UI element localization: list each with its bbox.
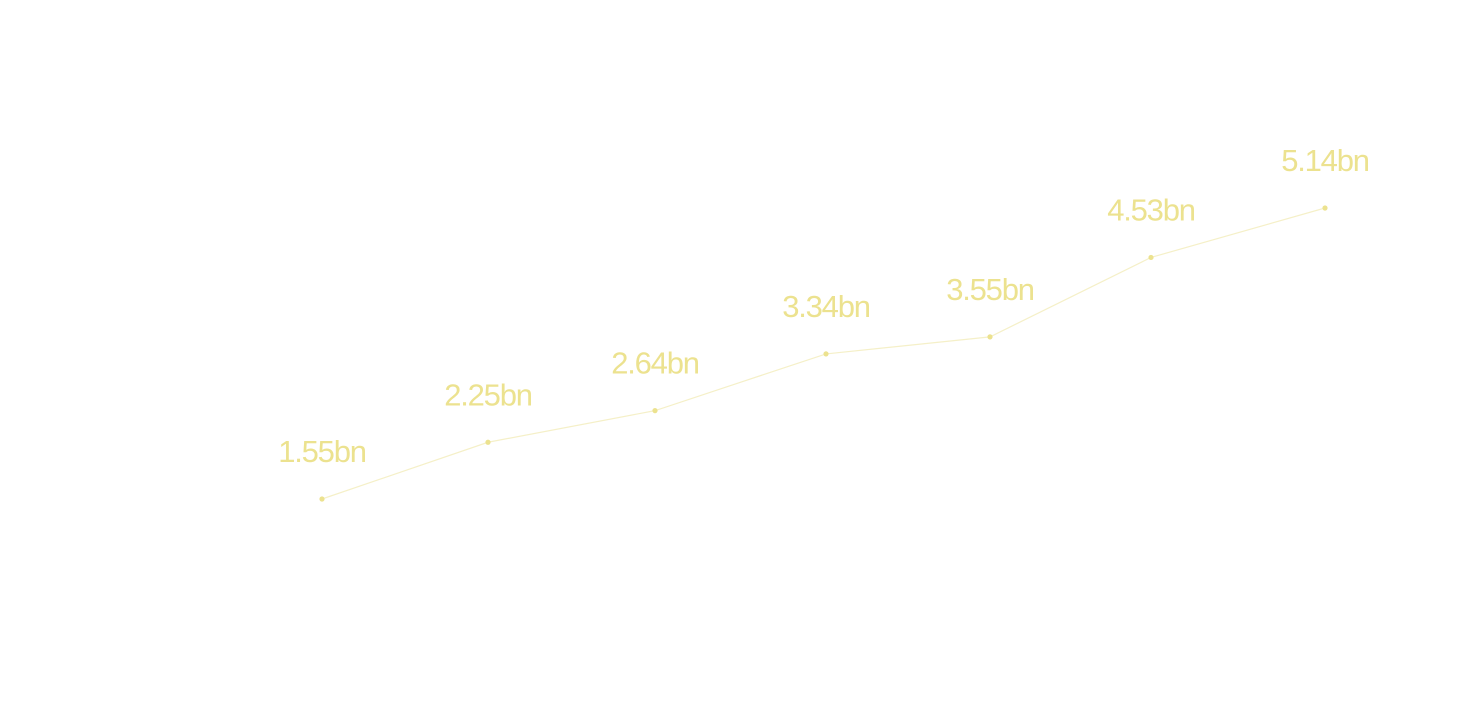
data-label: 1.55bn	[278, 434, 366, 469]
data-point-marker	[987, 334, 993, 340]
data-label: 3.55bn	[946, 272, 1034, 307]
data-point-marker	[319, 496, 325, 502]
data-point-marker	[1322, 205, 1328, 211]
data-label-layer: 1.55bn 2.25bn 2.64bn 3.34bn 3.55bn 4.53bn 5.14…	[278, 143, 1370, 469]
data-point-marker	[823, 351, 829, 357]
data-label: 3.34bn	[782, 289, 870, 324]
data-label: 4.53bn	[1107, 192, 1195, 227]
data-label: 2.64bn	[611, 346, 699, 381]
data-label: 2.25bn	[444, 377, 532, 412]
data-point-marker	[652, 408, 658, 414]
data-label: 5.14bn	[1281, 143, 1369, 178]
marker-layer	[319, 205, 1328, 502]
data-point-marker	[1148, 254, 1154, 261]
data-point-marker	[485, 439, 491, 445]
